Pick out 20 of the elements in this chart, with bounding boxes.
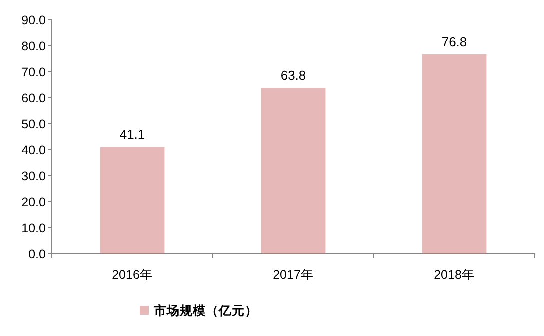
y-tick-label: 20.0: [22, 196, 46, 210]
data-label: 76.8: [442, 34, 468, 50]
y-tick-label: 40.0: [22, 144, 46, 158]
bar: [422, 54, 487, 254]
y-tick-label: 60.0: [22, 92, 46, 106]
data-label: 63.8: [280, 68, 306, 84]
y-tick-label: 50.0: [22, 118, 46, 132]
bar: [100, 147, 165, 254]
data-label: 41.1: [120, 127, 146, 142]
y-tick-label: 0.0: [28, 248, 46, 262]
y-tick-label: 70.0: [22, 66, 46, 80]
x-tick-label: 2018年: [434, 268, 475, 282]
legend-label: 市场规模（亿元）: [153, 303, 258, 318]
y-tick-label: 30.0: [22, 170, 46, 184]
bar: [261, 88, 326, 254]
y-tick-label: 10.0: [22, 222, 46, 236]
y-tick-label: 80.0: [22, 40, 46, 54]
x-tick-label: 2017年: [273, 268, 314, 282]
x-tick-label: 2016年: [112, 268, 153, 282]
y-tick-label: 90.0: [22, 14, 46, 28]
